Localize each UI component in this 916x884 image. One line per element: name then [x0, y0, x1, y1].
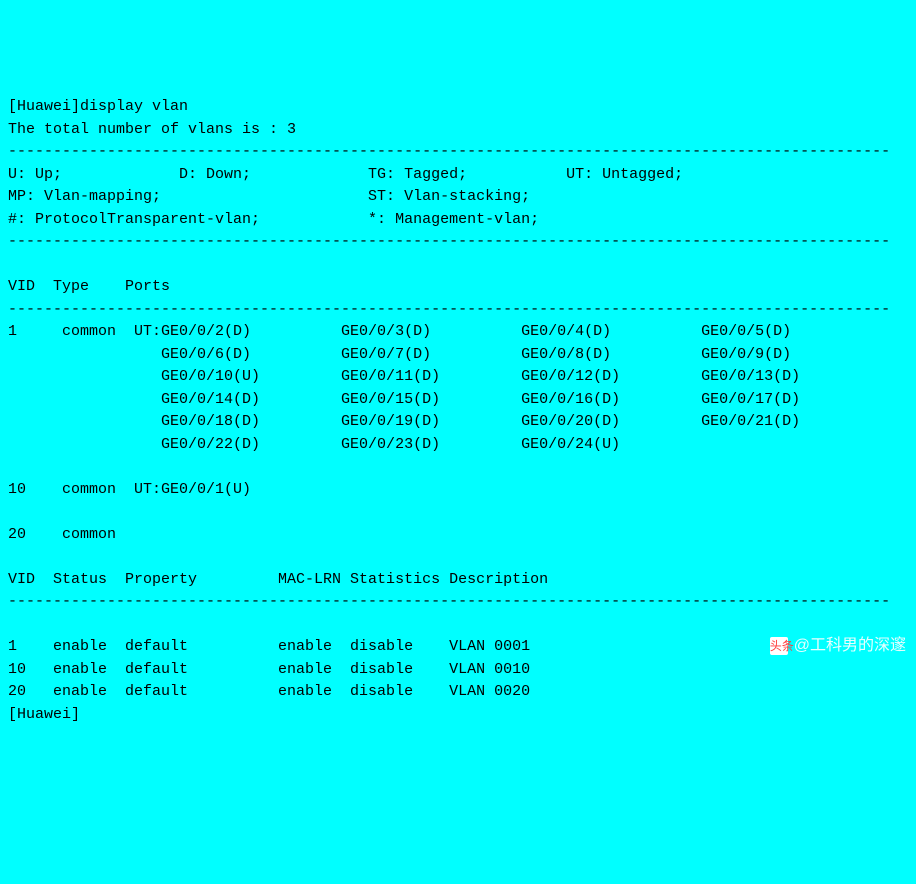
vlan-ports-block: 1 common UT:GE0/0/2(D) GE0/0/3(D) GE0/0/… [8, 323, 800, 543]
summary-line: The total number of vlans is : 3 [8, 121, 296, 138]
status-rows: 1 enable default enable disable VLAN 000… [8, 638, 530, 700]
legend-line: U: Up; D: Down; TG: Tagged; UT: Untagged… [8, 166, 683, 183]
legend-line: MP: Vlan-mapping; ST: Vlan-stacking; [8, 188, 530, 205]
watermark-badge: 头条 [770, 637, 788, 655]
divider: ----------------------------------------… [8, 233, 890, 250]
terminal-output: [Huawei]display vlan The total number of… [8, 96, 908, 726]
divider: ----------------------------------------… [8, 301, 890, 318]
command-text: display vlan [80, 98, 188, 115]
status-header: VID Status Property MAC-LRN Statistics D… [8, 571, 548, 588]
ports-header: VID Type Ports [8, 278, 170, 295]
legend-line: #: ProtocolTransparent-vlan; *: Manageme… [8, 211, 539, 228]
divider: ----------------------------------------… [8, 143, 890, 160]
prompt: [Huawei] [8, 706, 80, 723]
watermark: 头条 @工科男的深邃 [770, 634, 906, 658]
watermark-text: @工科男的深邃 [794, 634, 906, 658]
prompt: [Huawei] [8, 98, 80, 115]
divider: ----------------------------------------… [8, 593, 890, 610]
